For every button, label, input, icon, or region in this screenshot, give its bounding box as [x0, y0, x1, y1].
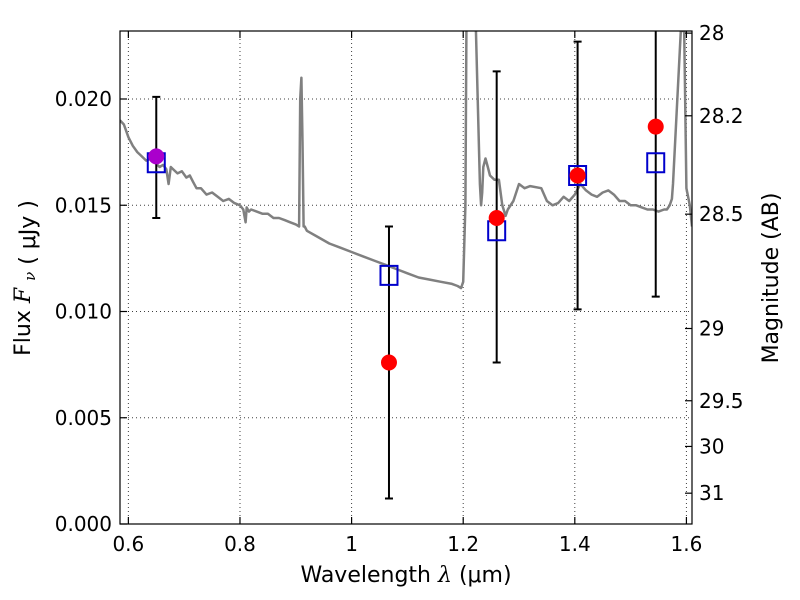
x-tick-label: 0.6: [112, 532, 144, 556]
y2-tick-label: 30: [699, 434, 724, 458]
y-tick-label: 0.005: [55, 406, 112, 430]
observed-point: [488, 210, 505, 226]
model-photometry-square: [568, 165, 588, 186]
plot-frame: [119, 30, 693, 525]
y2-tick-label: 28.5: [699, 202, 744, 226]
y-tick-label: 0.020: [55, 87, 112, 111]
observed-point: [380, 354, 397, 371]
y-tick-label: 0.015: [55, 193, 112, 217]
x-tick-label: 1.6: [671, 532, 703, 556]
y-tick-label: 0.000: [55, 512, 112, 536]
y2-tick-label: 29.5: [699, 389, 744, 413]
x-tick-label: 1.2: [447, 532, 479, 556]
sed-model-line: [120, 31, 692, 290]
y2-tick-label: 31: [699, 481, 724, 505]
observed-point: [569, 167, 586, 184]
y2-tick-label: 28.2: [699, 104, 744, 128]
observed-point: [647, 118, 664, 135]
y2-tick-label: 28: [699, 21, 724, 45]
x-tick-label: 0.8: [224, 532, 256, 556]
y2-axis-title: Magnitude (AB): [759, 193, 784, 364]
y2-tick-label: 29: [699, 317, 724, 341]
grid-layer: [120, 31, 692, 525]
x-tick-label: 1: [345, 532, 358, 556]
y-tick-label: 0.010: [55, 300, 112, 324]
model-photometry-square: [379, 264, 399, 286]
plot-layer: [120, 31, 692, 500]
x-axis-title: Wavelength λ (μm): [300, 563, 511, 588]
ticks-layer: 0.6 0.8 1 1.2 1.4 1.6 0.000 0.005 0.010 0.015 0.02…: [55, 21, 744, 556]
model-photometry-square: [646, 152, 666, 174]
observed-point: [148, 148, 165, 165]
x-tick-label: 1.4: [559, 532, 591, 556]
y-axis-title: Flux F ν ( μJy ): [11, 200, 41, 356]
